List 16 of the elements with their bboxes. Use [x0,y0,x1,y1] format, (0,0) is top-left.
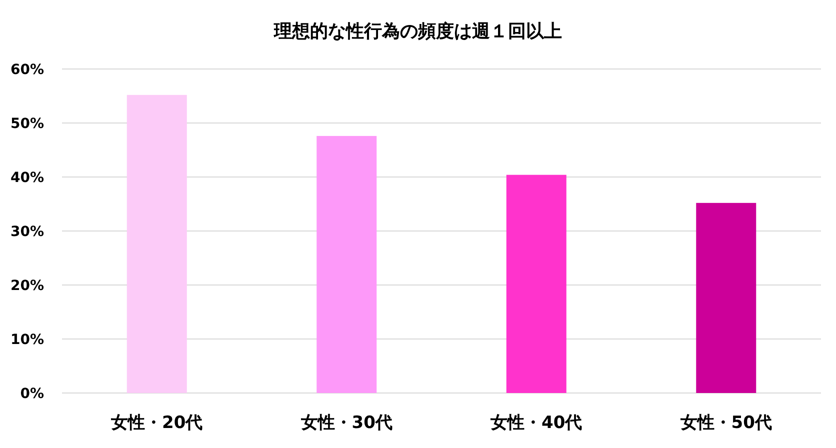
y-tick-label: 30% [10,224,44,240]
y-tick-label: 40% [10,170,44,186]
y-tick-label: 50% [10,116,44,132]
x-tick-label: 女性・40代 [490,413,582,433]
y-tick-label: 60% [10,62,44,78]
y-tick-label: 10% [10,332,44,348]
bar [506,174,566,393]
bar [126,94,187,393]
bar [316,136,377,393]
x-tick-label: 女性・30代 [300,413,392,433]
bar [696,202,756,393]
chart-title: 理想的な性行為の頻度は週１回以上 [273,21,562,42]
x-tick-label: 女性・50代 [679,413,772,433]
y-tick-label: 0% [20,386,44,402]
x-tick-label: 女性・20代 [110,413,203,433]
y-tick-label: 20% [10,278,44,294]
